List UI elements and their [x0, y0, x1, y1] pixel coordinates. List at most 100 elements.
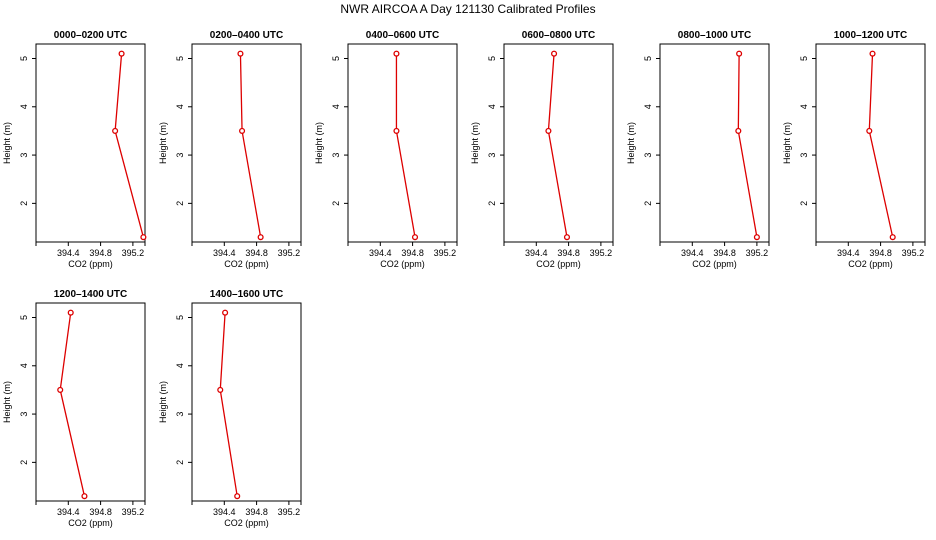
data-point	[736, 50, 743, 57]
data-point	[81, 493, 88, 500]
x-tick-label: 394.8	[557, 248, 580, 258]
x-tick-label: 394.4	[681, 248, 704, 258]
y-axis-label: Height (m)	[2, 122, 12, 164]
profile-line	[59, 312, 86, 497]
data-point	[735, 127, 742, 134]
data-point	[217, 386, 224, 393]
data-point	[140, 234, 147, 241]
panel-title: 0000–0200 UTC	[54, 30, 127, 41]
y-tick-label: 4	[643, 104, 653, 109]
data-point	[889, 234, 896, 241]
panel-title: 0200–0400 UTC	[210, 30, 283, 41]
data-point	[393, 50, 400, 57]
panel-title: 0400–0600 UTC	[366, 30, 439, 41]
x-tick-label: 395.2	[122, 507, 145, 517]
profile-line	[395, 53, 416, 238]
x-tick-label: 394.4	[57, 507, 80, 517]
panel-title: 0800–1000 UTC	[678, 30, 751, 41]
x-axis-label: CO2 (ppm)	[536, 259, 581, 269]
y-tick-label: 3	[175, 153, 185, 158]
x-axis-label: CO2 (ppm)	[692, 259, 737, 269]
y-tick-label: 2	[19, 201, 29, 206]
y-tick-label: 5	[19, 315, 29, 320]
plot-frame	[35, 43, 146, 243]
profile-line	[114, 53, 145, 238]
plot-frame	[503, 43, 614, 243]
profile-line	[737, 53, 758, 238]
data-point	[545, 127, 552, 134]
x-tick-label: 394.4	[525, 248, 548, 258]
y-tick-label: 2	[19, 460, 29, 465]
x-tick-label: 394.4	[369, 248, 392, 258]
x-tick-label: 395.2	[278, 248, 301, 258]
x-tick-label: 394.4	[837, 248, 860, 258]
y-tick-label: 4	[175, 104, 185, 109]
y-tick-label: 5	[799, 56, 809, 61]
y-axis-label: Height (m)	[626, 122, 636, 164]
data-point	[234, 493, 241, 500]
x-axis-label: CO2 (ppm)	[68, 259, 113, 269]
y-tick-label: 3	[799, 153, 809, 158]
x-axis-label: CO2 (ppm)	[68, 518, 113, 528]
figure-title: NWR AIRCOA A Day 121130 Calibrated Profi…	[340, 2, 596, 16]
x-axis-label: CO2 (ppm)	[848, 259, 893, 269]
data-point	[257, 234, 264, 241]
y-tick-label: 3	[643, 153, 653, 158]
data-point	[869, 50, 876, 57]
y-tick-label: 4	[487, 104, 497, 109]
data-point	[753, 234, 760, 241]
x-tick-label: 394.8	[713, 248, 736, 258]
y-tick-label: 5	[331, 56, 341, 61]
x-tick-label: 394.8	[245, 507, 268, 517]
y-tick-label: 5	[19, 56, 29, 61]
y-axis-label: Height (m)	[2, 381, 12, 423]
data-point	[237, 50, 244, 57]
data-point	[112, 127, 119, 134]
y-axis-label: Height (m)	[158, 122, 168, 164]
y-tick-label: 2	[175, 460, 185, 465]
y-axis-label: Height (m)	[158, 381, 168, 423]
y-tick-label: 5	[175, 56, 185, 61]
data-point	[866, 127, 873, 134]
x-tick-label: 394.8	[245, 248, 268, 258]
data-point	[563, 234, 571, 241]
x-axis-label: CO2 (ppm)	[224, 518, 269, 528]
y-tick-label: 2	[175, 201, 185, 206]
x-axis-label: CO2 (ppm)	[224, 259, 269, 269]
x-tick-label: 394.4	[213, 507, 236, 517]
x-tick-label: 394.4	[57, 248, 80, 258]
x-tick-label: 395.2	[590, 248, 613, 258]
plot-frame	[659, 43, 770, 243]
y-tick-label: 4	[19, 363, 29, 368]
y-axis-label: Height (m)	[470, 122, 480, 164]
panel-title: 0600–0800 UTC	[522, 30, 595, 41]
data-point	[57, 386, 64, 393]
plot-frame	[815, 43, 926, 243]
y-tick-label: 5	[643, 56, 653, 61]
y-tick-label: 2	[487, 201, 497, 206]
x-tick-label: 394.8	[89, 248, 112, 258]
y-tick-label: 3	[19, 412, 29, 417]
x-tick-label: 394.8	[401, 248, 424, 258]
plot-frame	[347, 43, 458, 243]
profile-line	[547, 53, 568, 238]
x-tick-label: 395.2	[122, 248, 145, 258]
y-tick-label: 4	[799, 104, 809, 109]
x-tick-label: 394.8	[869, 248, 892, 258]
profile-line	[219, 312, 238, 497]
panel-title: 1400–1600 UTC	[210, 289, 283, 300]
plot-frame	[191, 43, 302, 243]
profile-line	[239, 53, 262, 238]
y-tick-label: 4	[331, 104, 341, 109]
y-tick-label: 2	[643, 201, 653, 206]
y-tick-label: 2	[799, 201, 809, 206]
y-tick-label: 3	[175, 412, 185, 417]
y-tick-label: 4	[175, 363, 185, 368]
data-point	[239, 127, 246, 134]
y-tick-label: 4	[19, 104, 29, 109]
y-tick-label: 5	[175, 315, 185, 320]
y-tick-label: 3	[19, 153, 29, 158]
y-tick-label: 2	[331, 201, 341, 206]
x-tick-label: 395.2	[278, 507, 301, 517]
